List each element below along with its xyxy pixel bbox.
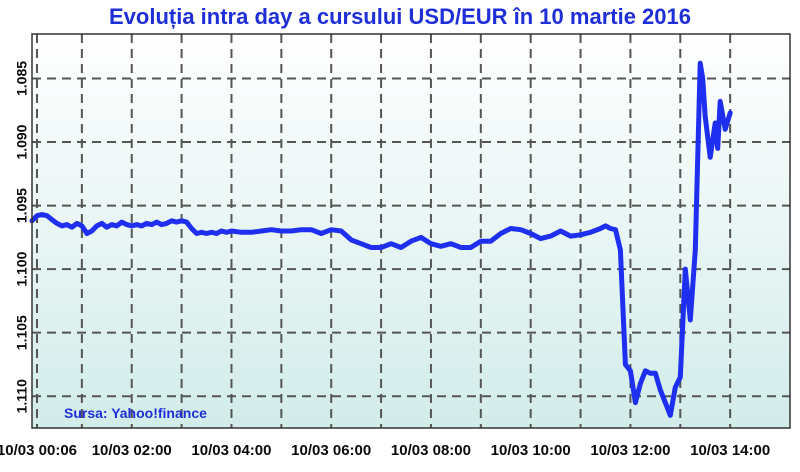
plot-area (32, 34, 790, 428)
x-tick-label: 10/03 10:00 (491, 442, 571, 459)
y-axis: 1.085 1.090 1.095 1.100 1.105 1.110 (14, 61, 30, 414)
y-tick-label: 1.100 (14, 251, 30, 286)
x-tick-label: 10/03 02:00 (92, 442, 172, 459)
grid (32, 34, 790, 428)
plot-frame (31, 33, 791, 429)
x-tick-label: 10/03 08:00 (391, 442, 471, 459)
chart-title: Evoluția intra day a cursului USD/EUR în… (109, 4, 691, 29)
source-label: Sursa: Yahoo!finance (64, 405, 207, 421)
x-axis: 10/03 00:06 10/03 02:00 10/03 04:00 10/03 0… (0, 442, 770, 459)
y-tick-label: 1.110 (14, 379, 30, 413)
y-tick-label: 1.085 (14, 61, 30, 96)
x-tick-label: 10/03 06:00 (291, 442, 371, 459)
series-layer (29, 60, 733, 418)
y-tick-label: 1.105 (14, 315, 30, 350)
x-tick-label: 10/03 00:06 (0, 442, 77, 459)
x-tick-label: 10/03 04:00 (191, 442, 271, 459)
x-tick-label: 10/03 14:00 (690, 442, 770, 459)
y-tick-label: 1.095 (14, 188, 30, 223)
series-line-usd-eur (29, 60, 733, 418)
x-tick-label: 10/03 12:00 (590, 442, 670, 459)
y-tick-label: 1.090 (14, 124, 30, 159)
